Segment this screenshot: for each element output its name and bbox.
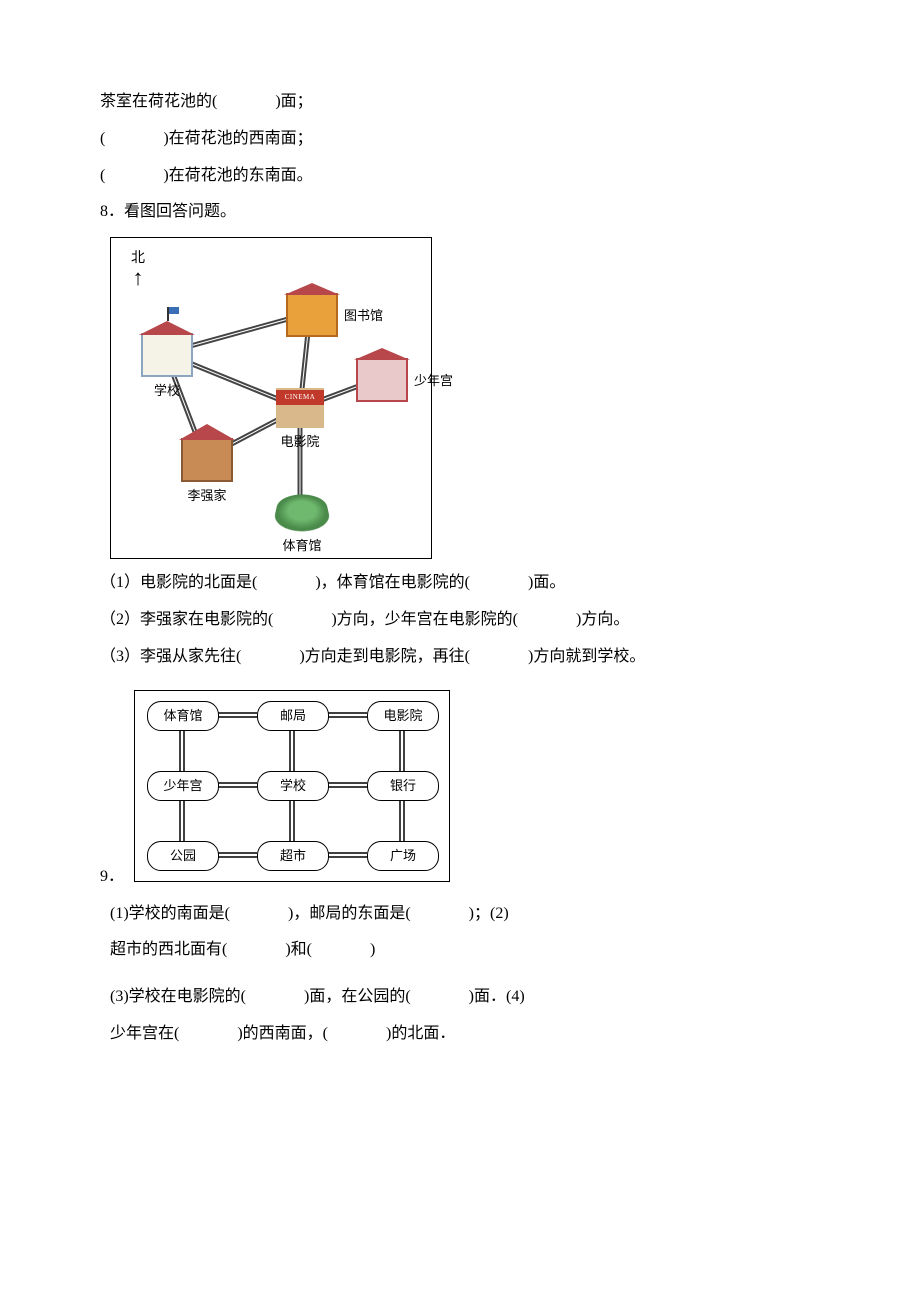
- label-cinema: 电影院: [276, 430, 324, 453]
- text: )和(: [285, 941, 312, 958]
- grid-cell: 公园: [147, 841, 219, 871]
- q9-sub1: (1)学校的南面是( )，邮局的东面是( )；(2): [110, 900, 820, 929]
- grid-cell: 少年宫: [147, 771, 219, 801]
- text: )方向走到电影院，再往(: [299, 648, 470, 665]
- text: )，邮局的东面是(: [288, 905, 411, 922]
- grid-cell: 银行: [367, 771, 439, 801]
- text: (: [100, 130, 105, 147]
- q9-sub3: (3)学校在电影院的( )面，在公园的( )面．(4): [110, 983, 820, 1012]
- grid-cell: 学校: [257, 771, 329, 801]
- q9-row: 9． 体育馆 邮局 电影院少年宫 学校 银行公园 超市 广场: [100, 680, 820, 892]
- grid-cell: 电影院: [367, 701, 439, 731]
- q8-sub1: （1）电影院的北面是( )，体育馆在电影院的( )面。: [100, 569, 820, 598]
- text: )在荷花池的东南面。: [163, 167, 312, 184]
- text: （3）李强从家先往(: [100, 648, 241, 665]
- label-library: 图书馆: [344, 304, 383, 327]
- text: )面。: [528, 574, 565, 591]
- text: )方向。: [576, 611, 629, 628]
- q9-sub4: 少年宫在( )的西南面，( )的北面．: [110, 1020, 820, 1049]
- home-icon: [181, 438, 233, 482]
- north-indicator: 北 ↑: [131, 246, 145, 285]
- q9-sub-block-1: (1)学校的南面是( )，邮局的东面是( )；(2) 超市的西北面有( )和( …: [110, 900, 820, 966]
- q9-number: 9．: [100, 863, 124, 892]
- text: （1）电影院的北面是(: [100, 574, 257, 591]
- text: 少年宫在(: [110, 1025, 179, 1042]
- text: )方向就到学校。: [528, 648, 645, 665]
- text: )方向，少年宫在电影院的(: [331, 611, 518, 628]
- text: )面．(4): [469, 988, 525, 1005]
- text: (: [100, 167, 105, 184]
- text: )面，在公园的(: [304, 988, 411, 1005]
- q8-figure-map: 北 ↑ 学校 图书馆 少年宫 电影院 李强家 体育馆: [110, 237, 432, 559]
- text: )在荷花池的西南面；: [163, 130, 312, 147]
- label-stadium: 体育馆: [276, 534, 328, 557]
- node-youth-palace: 少年宫: [356, 358, 453, 404]
- palace-icon: [356, 358, 408, 402]
- grid-cell: 广场: [367, 841, 439, 871]
- q7-line1: 茶室在荷花池的( )面；: [100, 88, 820, 117]
- text: 茶室在荷花池的(: [100, 93, 217, 110]
- grid-container: 体育馆 邮局 电影院少年宫 学校 银行公园 超市 广场: [147, 701, 437, 871]
- north-arrow-icon: ↑: [131, 271, 145, 285]
- text: 超市的西北面有(: [110, 941, 227, 958]
- text: （2）李强家在电影院的(: [100, 611, 273, 628]
- node-stadium: 体育馆: [276, 488, 328, 557]
- text: ): [370, 941, 375, 958]
- label-palace: 少年宫: [414, 369, 453, 392]
- node-library: 图书馆: [286, 293, 383, 339]
- text: )的北面．: [386, 1025, 455, 1042]
- node-school: 学校: [141, 333, 193, 402]
- node-cinema: 电影院: [276, 388, 324, 453]
- school-icon: [141, 333, 193, 377]
- label-school: 学校: [141, 379, 193, 402]
- q9-sub2: 超市的西北面有( )和( ): [110, 936, 820, 965]
- q9-sub-block-2: (3)学校在电影院的( )面，在公园的( )面．(4) 少年宫在( )的西南面，…: [110, 983, 820, 1049]
- text: (1)学校的南面是(: [110, 905, 230, 922]
- label-home: 李强家: [181, 484, 233, 507]
- text: )；(2): [469, 905, 509, 922]
- text: )的西南面，(: [237, 1025, 328, 1042]
- stadium-icon: [271, 495, 333, 532]
- text: (3)学校在电影院的(: [110, 988, 246, 1005]
- grid-cell: 邮局: [257, 701, 329, 731]
- q8-title: 8．看图回答问题。: [100, 198, 820, 227]
- node-home: 李强家: [181, 438, 233, 507]
- q8-sub3: （3）李强从家先往( )方向走到电影院，再往( )方向就到学校。: [100, 643, 820, 672]
- grid-cell: 体育馆: [147, 701, 219, 731]
- q7-line3: ( )在荷花池的东南面。: [100, 162, 820, 191]
- q7-line2: ( )在荷花池的西南面；: [100, 125, 820, 154]
- text: )面；: [275, 93, 312, 110]
- text: )，体育馆在电影院的(: [315, 574, 470, 591]
- grid-cell: 超市: [257, 841, 329, 871]
- q8-sub2: （2）李强家在电影院的( )方向，少年宫在电影院的( )方向。: [100, 606, 820, 635]
- library-icon: [286, 293, 338, 337]
- q9-figure-grid: 体育馆 邮局 电影院少年宫 学校 银行公园 超市 广场: [134, 690, 450, 882]
- cinema-icon: [276, 388, 324, 428]
